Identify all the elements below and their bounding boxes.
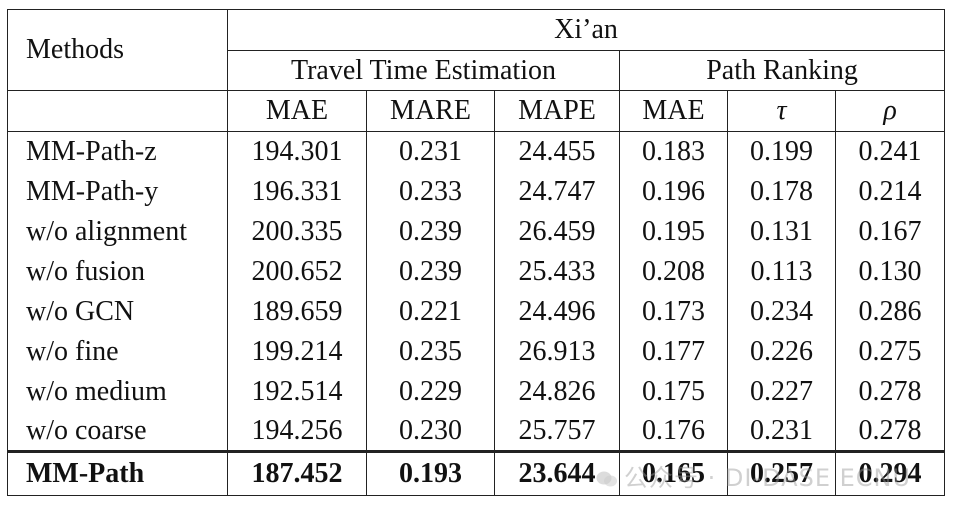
cell-value: 0.239 bbox=[366, 251, 495, 292]
method-name: w/o fine bbox=[7, 331, 228, 372]
cell-value: 0.278 bbox=[834, 371, 946, 412]
group-header-path-ranking: Path Ranking bbox=[618, 50, 946, 91]
cell-value: 0.294 bbox=[834, 450, 946, 496]
cell-value: 0.130 bbox=[834, 251, 946, 292]
metric-header-mare: MARE bbox=[366, 90, 495, 132]
cell-value: 0.227 bbox=[727, 371, 836, 412]
cell-value: 0.193 bbox=[366, 450, 495, 496]
cell-value: 0.208 bbox=[619, 251, 728, 292]
cell-value: 0.183 bbox=[619, 131, 728, 172]
metric-header-mape: MAPE bbox=[494, 90, 620, 132]
metric-header-mae: MAE bbox=[227, 90, 367, 132]
method-name: w/o alignment bbox=[7, 211, 228, 252]
method-name: MM-Path-y bbox=[7, 171, 228, 212]
cell-value: 0.231 bbox=[727, 411, 836, 452]
cell-value: 0.231 bbox=[366, 131, 495, 172]
cell-value: 24.747 bbox=[494, 171, 620, 212]
method-name: MM-Path-z bbox=[7, 131, 228, 172]
cell-value: 0.234 bbox=[727, 291, 836, 332]
cell-value: 0.131 bbox=[727, 211, 836, 252]
cell-value: 24.455 bbox=[494, 131, 620, 172]
cell-value: 0.176 bbox=[619, 411, 728, 452]
city-header: Xi’an bbox=[226, 9, 946, 51]
metric-header-rho: ρ bbox=[834, 90, 946, 132]
cell-value: 0.199 bbox=[727, 131, 836, 172]
table-row: w/o coarse 194.256 0.230 25.757 0.176 0.… bbox=[7, 411, 946, 452]
cell-value: 0.239 bbox=[366, 211, 495, 252]
cell-value: 0.221 bbox=[366, 291, 495, 332]
cell-value: 23.644 bbox=[494, 450, 620, 496]
cell-value: 24.826 bbox=[494, 371, 620, 412]
cell-value: 194.256 bbox=[227, 411, 367, 452]
cell-value: 25.757 bbox=[494, 411, 620, 452]
cell-value: 194.301 bbox=[227, 131, 367, 172]
cell-value: 0.241 bbox=[834, 131, 946, 172]
table-row-best: MM-Path 187.452 0.193 23.644 0.165 0.257… bbox=[7, 450, 946, 496]
table-row: w/o fusion 200.652 0.239 25.433 0.208 0.… bbox=[7, 251, 946, 292]
table-row: w/o alignment 200.335 0.239 26.459 0.195… bbox=[7, 211, 946, 252]
cell-value: 189.659 bbox=[227, 291, 367, 332]
cell-value: 0.226 bbox=[727, 331, 836, 372]
cell-value: 192.514 bbox=[227, 371, 367, 412]
cell-value: 0.278 bbox=[834, 411, 946, 452]
method-name: w/o medium bbox=[7, 371, 228, 412]
cell-value: 25.433 bbox=[494, 251, 620, 292]
method-name: MM-Path bbox=[7, 450, 228, 496]
table-row: MM-Path-y 196.331 0.233 24.747 0.196 0.1… bbox=[7, 171, 946, 212]
cell-value: 0.214 bbox=[834, 171, 946, 212]
cell-value: 0.175 bbox=[619, 371, 728, 412]
cell-value: 0.235 bbox=[366, 331, 495, 372]
table-row: w/o fine 199.214 0.235 26.913 0.177 0.22… bbox=[7, 331, 946, 372]
cell-value: 0.257 bbox=[727, 450, 836, 496]
cell-value: 199.214 bbox=[227, 331, 367, 372]
cell-value: 200.652 bbox=[227, 251, 367, 292]
methods-header: Methods bbox=[7, 9, 228, 91]
table-row: MM-Path-z 194.301 0.231 24.455 0.183 0.1… bbox=[7, 131, 946, 172]
cell-value: 0.233 bbox=[366, 171, 495, 212]
cell-value: 0.230 bbox=[366, 411, 495, 452]
metric-header-pr-mae: MAE bbox=[619, 90, 728, 132]
cell-value: 0.195 bbox=[619, 211, 728, 252]
group-header-travel-time-estimation: Travel Time Estimation bbox=[227, 50, 620, 91]
cell-value: 24.496 bbox=[494, 291, 620, 332]
method-name: w/o coarse bbox=[7, 411, 228, 452]
cell-value: 187.452 bbox=[227, 450, 367, 496]
metric-header-tau: τ bbox=[727, 90, 836, 132]
cell-value: 196.331 bbox=[227, 171, 367, 212]
method-name: w/o GCN bbox=[7, 291, 228, 332]
method-name: w/o fusion bbox=[7, 251, 228, 292]
cell-value: 0.165 bbox=[619, 450, 728, 496]
cell-value: 26.913 bbox=[494, 331, 620, 372]
cell-value: 0.167 bbox=[834, 211, 946, 252]
results-table: Methods Xi’an Travel Time Estimation Pat… bbox=[7, 9, 946, 496]
cell-value: 0.177 bbox=[619, 331, 728, 372]
cell-value: 200.335 bbox=[227, 211, 367, 252]
table-row: w/o medium 192.514 0.229 24.826 0.175 0.… bbox=[7, 371, 946, 412]
cell-value: 0.229 bbox=[366, 371, 495, 412]
cell-value: 0.113 bbox=[727, 251, 836, 292]
cell-value: 0.286 bbox=[834, 291, 946, 332]
cell-value: 0.178 bbox=[727, 171, 836, 212]
cell-value: 26.459 bbox=[494, 211, 620, 252]
methods-subheader-blank bbox=[7, 90, 228, 132]
cell-value: 0.275 bbox=[834, 331, 946, 372]
table-row: w/o GCN 189.659 0.221 24.496 0.173 0.234… bbox=[7, 291, 946, 332]
cell-value: 0.196 bbox=[619, 171, 728, 212]
cell-value: 0.173 bbox=[619, 291, 728, 332]
